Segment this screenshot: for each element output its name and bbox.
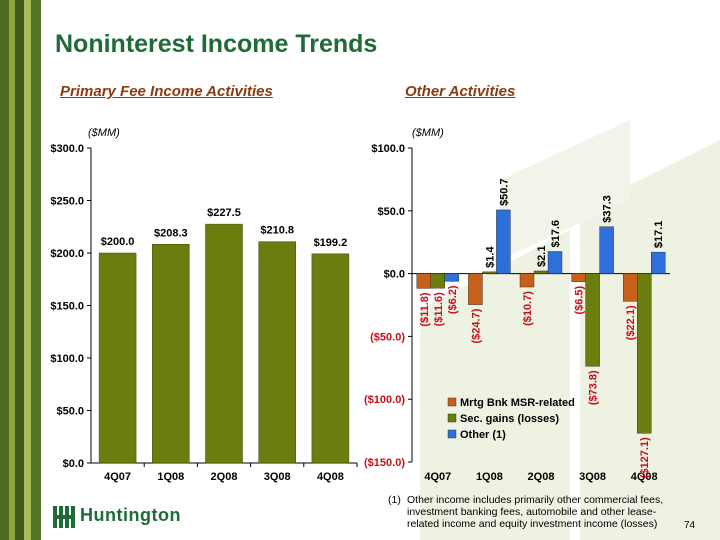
bar xyxy=(430,273,445,289)
legend-swatch xyxy=(447,429,457,439)
huntington-logo-icon xyxy=(53,506,75,528)
left-chart-subtitle: Primary Fee Income Activities xyxy=(60,83,273,100)
stripe xyxy=(15,0,24,540)
data-label: ($6.5) xyxy=(574,285,586,314)
bar xyxy=(519,273,535,288)
bar xyxy=(637,273,652,434)
y-tick-label: $0.0 xyxy=(63,458,84,470)
data-label: $1.4 xyxy=(484,246,496,268)
data-label: $200.0 xyxy=(101,236,135,248)
data-label: ($24.7) xyxy=(470,308,482,343)
bar xyxy=(599,226,614,274)
y-tick-label: $50.0 xyxy=(56,406,84,418)
other-activities-chart: ($150.0) ($100.0) ($50.0) $0.0 $50.0 $100.0 4Q… xyxy=(364,143,670,483)
bar xyxy=(98,252,137,464)
sidebar-stripes xyxy=(0,0,41,540)
stripe xyxy=(9,0,15,540)
data-label: ($6.2) xyxy=(447,285,459,314)
bar xyxy=(623,273,638,302)
bar xyxy=(468,273,483,305)
y-tick-label: $150.0 xyxy=(50,301,84,313)
data-label: $2.1 xyxy=(536,246,548,267)
x-tick-label: 1Q08 xyxy=(476,471,503,483)
x-tick-label: 1Q08 xyxy=(157,471,184,483)
fee-income-chart: $0.0 $50.0 $100.0 $150.0 $200.0 $250.0 $300.0 $… xyxy=(50,143,358,483)
y-tick-label: $200.0 xyxy=(50,248,84,260)
data-label: ($127.1) xyxy=(639,437,651,478)
data-label: $208.3 xyxy=(154,227,188,239)
data-label: $37.3 xyxy=(602,195,614,223)
bar xyxy=(258,241,296,464)
legend-label: Sec. gains (losses) xyxy=(460,413,559,425)
bar xyxy=(152,244,190,464)
y-tick-label: $250.0 xyxy=(50,196,84,208)
data-label: $227.5 xyxy=(207,207,241,219)
footnote-marker: (1) xyxy=(388,494,401,506)
x-tick-label: 4Q07 xyxy=(104,471,131,483)
left-unit-label: ($MM) xyxy=(88,127,120,139)
x-tick-label: 2Q08 xyxy=(211,471,238,483)
x-tick-label: 4Q08 xyxy=(317,471,344,483)
data-label: ($22.1) xyxy=(625,305,637,340)
x-tick-label: 3Q08 xyxy=(264,471,291,483)
data-label: ($11.6) xyxy=(433,292,445,327)
data-label: ($10.7) xyxy=(522,291,534,326)
data-label: $210.8 xyxy=(260,225,294,237)
stripe xyxy=(0,0,9,540)
x-tick-label: 4Q07 xyxy=(424,471,451,483)
y-tick-label: $100.0 xyxy=(50,353,84,365)
bar xyxy=(651,251,666,274)
logo-text: Huntington xyxy=(80,505,181,525)
data-label: $199.2 xyxy=(314,237,348,249)
right-chart-subtitle: Other Activities xyxy=(405,83,516,100)
data-label: $50.7 xyxy=(498,178,510,206)
page-number: 74 xyxy=(684,520,696,531)
legend-label: Other (1) xyxy=(460,429,506,441)
page-title: Noninterest Income Trends xyxy=(55,30,378,58)
data-label: ($73.8) xyxy=(588,370,600,405)
bar xyxy=(311,253,350,464)
data-label: $17.1 xyxy=(653,221,665,249)
right-unit-label: ($MM) xyxy=(412,127,444,139)
legend-label: Mrtg Bnk MSR-related xyxy=(460,397,575,409)
bar xyxy=(482,271,497,274)
y-tick-label: $300.0 xyxy=(50,143,84,155)
data-label: $17.6 xyxy=(550,220,562,248)
y-tick-label: ($150.0) xyxy=(364,457,405,469)
bar xyxy=(533,270,549,274)
bar xyxy=(416,273,431,289)
stripe xyxy=(24,0,31,540)
y-tick-label: $100.0 xyxy=(371,143,405,155)
x-tick-label: 4Q08 xyxy=(631,471,658,483)
x-tick-label: 3Q08 xyxy=(579,471,606,483)
data-label: ($11.8) xyxy=(419,292,431,327)
x-tick-label: 2Q08 xyxy=(528,471,555,483)
bar xyxy=(571,273,586,282)
y-tick-label: $50.0 xyxy=(377,206,405,218)
stripe xyxy=(31,0,41,540)
bar xyxy=(547,251,563,274)
bar xyxy=(444,273,459,282)
y-tick-label: ($50.0) xyxy=(370,331,405,343)
y-tick-label: $0.0 xyxy=(384,269,405,281)
bar xyxy=(205,223,243,464)
bar xyxy=(496,209,511,274)
legend-swatch xyxy=(447,413,457,423)
y-tick-label: ($100.0) xyxy=(364,394,405,406)
bar xyxy=(585,273,600,367)
legend-swatch xyxy=(447,397,457,407)
footnote-text: Other income includes primarily other co… xyxy=(407,494,664,530)
